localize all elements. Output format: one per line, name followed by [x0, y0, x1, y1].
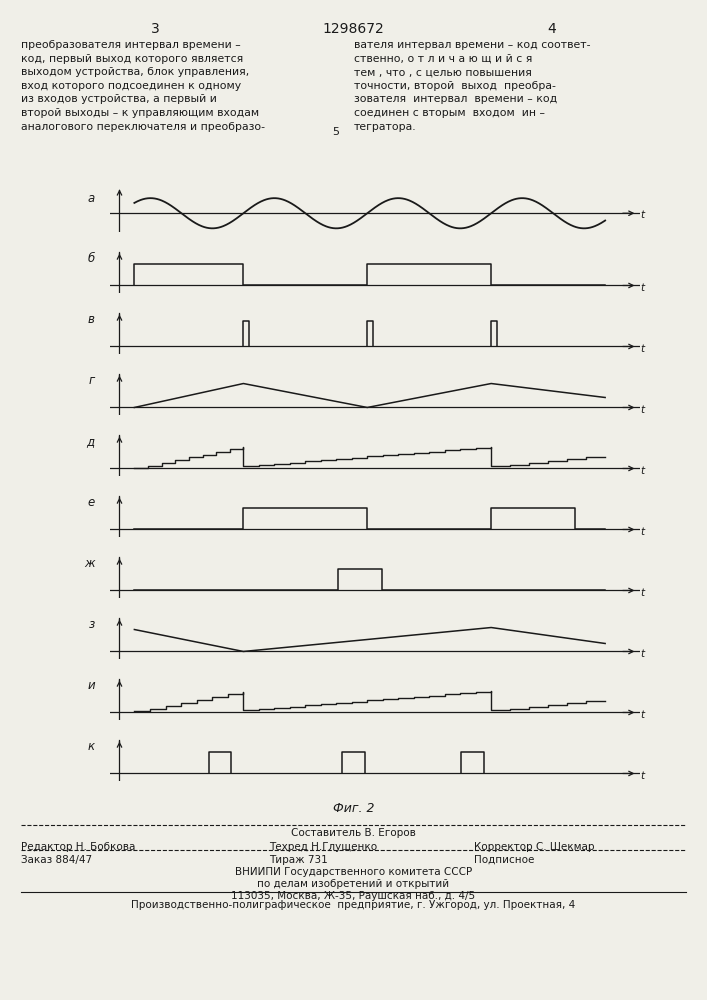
Text: 113035, Москва, Ж-35, Раушская наб., д. 4/5: 113035, Москва, Ж-35, Раушская наб., д. …: [231, 891, 476, 901]
Text: t: t: [640, 771, 644, 781]
Text: t: t: [640, 710, 644, 720]
Text: t: t: [640, 344, 644, 354]
Text: Фиг. 2: Фиг. 2: [333, 802, 374, 815]
Text: Корректор С. Шекмар: Корректор С. Шекмар: [474, 842, 594, 852]
Text: 1298672: 1298672: [322, 22, 385, 36]
Text: Составитель В. Егоров: Составитель В. Егоров: [291, 828, 416, 838]
Text: t: t: [640, 405, 644, 415]
Text: t: t: [640, 283, 644, 293]
Text: Заказ 884/47: Заказ 884/47: [21, 855, 93, 865]
Text: t: t: [640, 466, 644, 476]
Text: t: t: [640, 588, 644, 598]
Text: t: t: [640, 649, 644, 659]
Text: д: д: [86, 435, 95, 448]
Text: 3: 3: [151, 22, 160, 36]
Text: по делам изобретений и открытий: по делам изобретений и открытий: [257, 879, 450, 889]
Text: Техред Н.Глущенко: Техред Н.Глущенко: [269, 842, 377, 852]
Text: Редактор Н. Бобкова: Редактор Н. Бобкова: [21, 842, 136, 852]
Text: г: г: [88, 374, 95, 387]
Text: t: t: [640, 210, 644, 220]
Text: преобразователя интервал времени –
код, первый выход которого является
выходом у: преобразователя интервал времени – код, …: [21, 40, 265, 132]
Text: t: t: [640, 527, 644, 537]
Text: ВНИИПИ Государственного комитета СССР: ВНИИПИ Государственного комитета СССР: [235, 867, 472, 877]
Text: е: е: [88, 496, 95, 509]
Text: 4: 4: [547, 22, 556, 36]
Text: Тираж 731: Тираж 731: [269, 855, 327, 865]
Text: Производственно-полиграфическое  предприятие, г. Ужгород, ул. Проектная, 4: Производственно-полиграфическое предприя…: [132, 900, 575, 910]
Text: Подписное: Подписное: [474, 855, 534, 865]
Text: з: з: [88, 618, 95, 631]
Text: вателя интервал времени – код соответ-
ственно, о т л и ч а ю щ и й с я
тем , чт: вателя интервал времени – код соответ- с…: [354, 40, 590, 132]
Text: и: и: [87, 679, 95, 692]
Text: б: б: [88, 252, 95, 265]
Text: 5: 5: [332, 127, 339, 137]
Text: а: а: [88, 192, 95, 205]
Text: в: в: [88, 313, 95, 326]
Text: к: к: [88, 740, 95, 753]
Text: ж: ж: [84, 557, 95, 570]
